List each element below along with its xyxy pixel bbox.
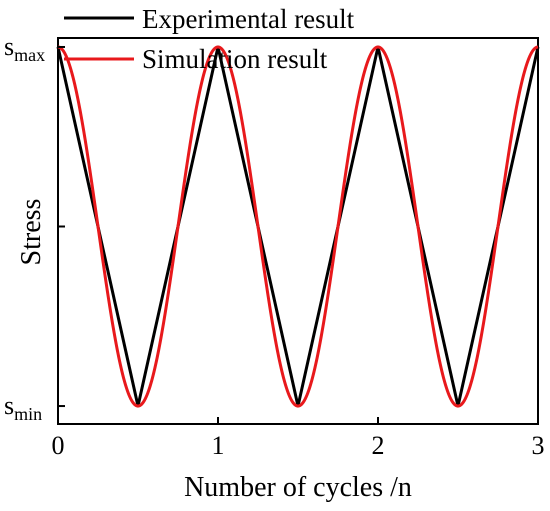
y-level-label-min: smin (4, 391, 42, 424)
plot-frame (57, 37, 539, 425)
x-tick-label: 3 (532, 431, 545, 460)
x-tick-label: 0 (52, 431, 65, 460)
legend: Experimental result Simulation result (64, 4, 355, 74)
series-line-simulation (57, 45, 539, 408)
legend-label-simulation: Simulation result (142, 44, 328, 74)
y-level-label-max: smax (4, 32, 45, 65)
y-axis-title: Stress (16, 199, 47, 266)
series-line-experimental (56, 45, 540, 408)
y-level-labels: smax smin (4, 32, 45, 424)
x-axis-title: Number of cycles /n (184, 472, 412, 503)
x-tick-labels: 0 1 2 3 (52, 431, 545, 460)
tick-layer (57, 45, 539, 424)
legend-label-experimental: Experimental result (142, 4, 355, 34)
series-layer (56, 45, 540, 408)
x-tick-label: 2 (372, 431, 385, 460)
x-tick-label: 1 (212, 431, 225, 460)
